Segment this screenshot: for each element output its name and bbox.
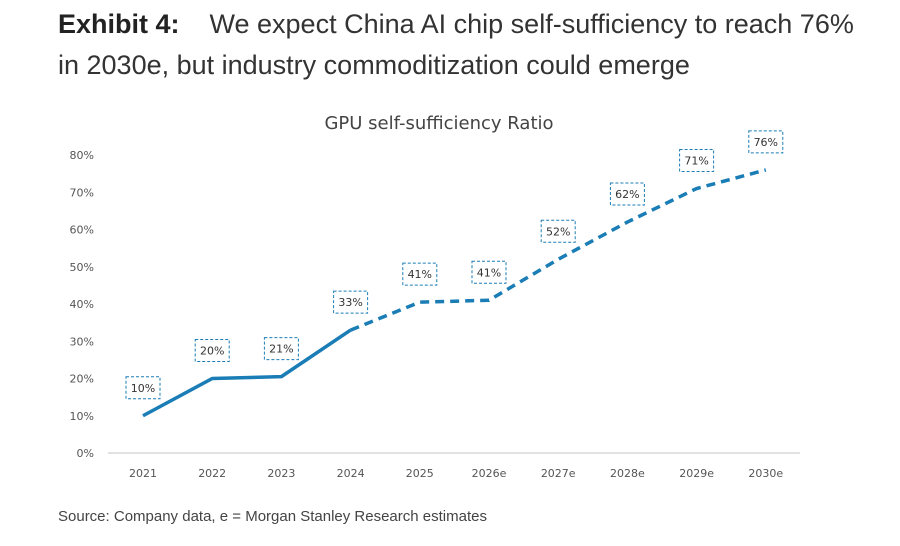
data-label: 10% bbox=[131, 382, 155, 395]
x-tick-label: 2023 bbox=[267, 467, 295, 480]
y-tick-label: 30% bbox=[70, 335, 94, 348]
data-label-box bbox=[609, 182, 645, 206]
y-tick-label: 50% bbox=[70, 261, 94, 274]
data-label: 33% bbox=[338, 296, 362, 309]
x-tick-label: 2026e bbox=[472, 467, 507, 480]
exhibit-title: Exhibit 4: We expect China AI chip self-s… bbox=[58, 4, 878, 86]
data-label-box bbox=[402, 262, 438, 286]
data-label: 52% bbox=[546, 225, 570, 238]
x-tick-label: 2028e bbox=[610, 467, 645, 480]
data-label: 62% bbox=[615, 188, 639, 201]
data-label-box bbox=[333, 290, 369, 314]
y-tick-label: 80% bbox=[70, 149, 94, 162]
headline: We expect China AI chip self-sufficiency… bbox=[58, 9, 854, 80]
y-tick-label: 10% bbox=[70, 410, 94, 423]
exhibit-label: Exhibit 4: bbox=[58, 9, 180, 39]
data-label-box bbox=[679, 149, 715, 173]
source-note: Source: Company data, e = Morgan Stanley… bbox=[58, 508, 487, 525]
y-tick-label: 0% bbox=[77, 447, 94, 460]
y-tick-label: 70% bbox=[70, 186, 94, 199]
x-tick-label: 2022 bbox=[198, 467, 226, 480]
x-tick-label: 2024 bbox=[337, 467, 365, 480]
y-tick-label: 40% bbox=[70, 298, 94, 311]
data-label-box bbox=[194, 339, 230, 362]
series-line-actual bbox=[142, 328, 352, 418]
data-label: 41% bbox=[408, 268, 432, 281]
data-label: 20% bbox=[200, 345, 224, 358]
x-tick-label: 2025 bbox=[406, 467, 434, 480]
data-label-box bbox=[125, 376, 161, 400]
x-tick-label: 2027e bbox=[541, 467, 576, 480]
series-line-estimate bbox=[349, 168, 767, 332]
data-label-box bbox=[471, 260, 507, 284]
y-tick-label: 20% bbox=[70, 373, 94, 386]
data-label: 71% bbox=[684, 155, 708, 168]
data-label: 41% bbox=[477, 266, 501, 279]
chart-title: GPU self-sufficiency Ratio bbox=[324, 113, 553, 134]
data-label: 21% bbox=[269, 343, 293, 356]
data-label-box bbox=[263, 337, 299, 361]
data-label-box bbox=[540, 219, 576, 243]
y-tick-label: 60% bbox=[70, 224, 94, 237]
data-label: 76% bbox=[754, 136, 778, 149]
data-label-box bbox=[748, 130, 784, 154]
x-tick-label: 2029e bbox=[679, 467, 714, 480]
x-tick-label: 2021 bbox=[129, 467, 157, 480]
x-tick-label: 2030e bbox=[748, 467, 783, 480]
